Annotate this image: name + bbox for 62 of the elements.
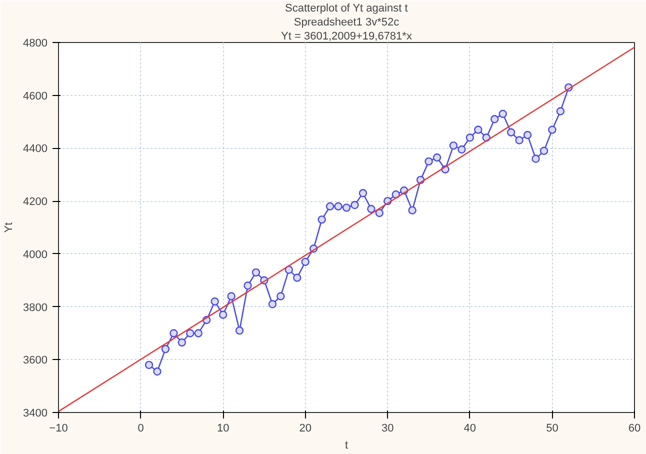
point — [432, 153, 442, 162]
point — [186, 329, 194, 338]
chart-title: Scatterplot of Yt against t — [285, 2, 408, 14]
point — [227, 292, 236, 300]
x-axis-title: t — [344, 440, 348, 452]
point — [276, 292, 285, 300]
point — [342, 204, 351, 212]
point — [375, 208, 384, 218]
point — [210, 297, 219, 306]
x-tick-label: 20 — [299, 422, 312, 434]
text: Yt = 3601,2009+19,6781*x — [281, 30, 412, 42]
point — [350, 200, 359, 210]
point — [293, 274, 302, 282]
point — [449, 141, 458, 150]
point — [458, 145, 466, 154]
x-tick-label: 0 — [138, 422, 144, 434]
y-tick-label: 4600 — [23, 90, 48, 102]
y-tick-label: 4000 — [23, 248, 48, 261]
point — [515, 136, 524, 144]
y-tick-label: 3400 — [23, 408, 48, 420]
y-tick-label: 4200 — [23, 196, 48, 208]
point — [326, 202, 334, 210]
point — [367, 204, 376, 214]
point — [178, 338, 186, 347]
x-tick-label: 60 — [628, 422, 641, 434]
x-tick-label: 10 — [216, 422, 230, 434]
y-tick-label: 4800 — [23, 38, 48, 50]
point — [523, 130, 532, 140]
point — [490, 115, 499, 124]
point — [153, 367, 162, 376]
point — [532, 154, 540, 163]
point — [161, 344, 170, 354]
x-tick-label: 40 — [464, 422, 476, 434]
point — [318, 215, 326, 224]
point — [301, 258, 310, 266]
y-tick-label: 3800 — [23, 302, 48, 314]
x-tick-label: 50 — [546, 422, 558, 434]
point — [144, 360, 154, 370]
point — [194, 329, 202, 338]
point — [170, 329, 178, 338]
point — [268, 300, 277, 308]
point — [424, 157, 433, 166]
point — [334, 202, 342, 210]
point — [466, 134, 474, 142]
y-tick-label: 4400 — [23, 143, 48, 156]
point — [218, 310, 228, 319]
point — [548, 126, 556, 134]
y-tick-label: 3600 — [23, 354, 48, 367]
point — [540, 146, 548, 155]
point — [358, 189, 368, 198]
y-axis-title: Yt — [3, 222, 16, 233]
point — [244, 282, 252, 290]
point — [498, 110, 507, 118]
point — [252, 268, 260, 277]
x-tick-label: −10 — [49, 422, 68, 434]
point — [506, 128, 516, 136]
point — [235, 326, 244, 335]
point — [408, 206, 416, 214]
chart-subtitle: Spreadsheet1 3v*52c — [294, 16, 400, 28]
point — [474, 126, 482, 134]
x-tick-label: 30 — [382, 422, 394, 434]
point — [556, 107, 565, 116]
